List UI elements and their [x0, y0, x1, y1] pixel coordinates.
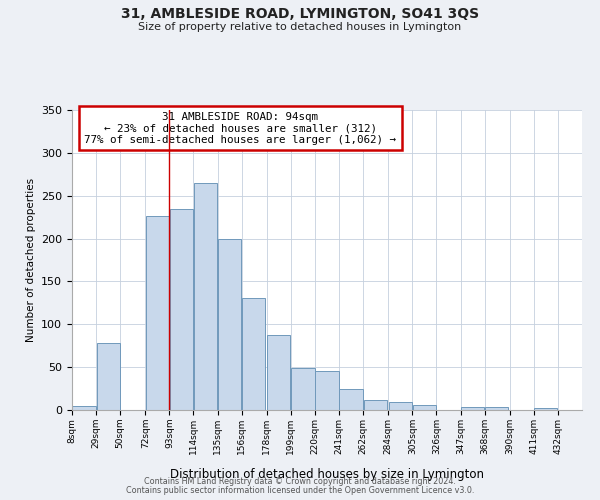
- Text: Contains public sector information licensed under the Open Government Licence v3: Contains public sector information licen…: [126, 486, 474, 495]
- Bar: [389, 402, 412, 410]
- Bar: [461, 406, 484, 410]
- Bar: [73, 406, 95, 410]
- Bar: [242, 298, 265, 410]
- Text: 31, AMBLESIDE ROAD, LYMINGTON, SO41 3QS: 31, AMBLESIDE ROAD, LYMINGTON, SO41 3QS: [121, 8, 479, 22]
- Bar: [485, 406, 508, 410]
- Bar: [316, 372, 338, 410]
- Bar: [535, 408, 557, 410]
- Bar: [340, 390, 362, 410]
- Text: Size of property relative to detached houses in Lymington: Size of property relative to detached ho…: [139, 22, 461, 32]
- Bar: [364, 400, 387, 410]
- Text: 31 AMBLESIDE ROAD: 94sqm
← 23% of detached houses are smaller (312)
77% of semi-: 31 AMBLESIDE ROAD: 94sqm ← 23% of detach…: [85, 112, 397, 144]
- Bar: [218, 238, 241, 410]
- Bar: [292, 368, 314, 410]
- Y-axis label: Number of detached properties: Number of detached properties: [26, 178, 35, 342]
- Bar: [194, 183, 217, 410]
- Text: Contains HM Land Registry data © Crown copyright and database right 2024.: Contains HM Land Registry data © Crown c…: [144, 477, 456, 486]
- Bar: [267, 334, 290, 410]
- Bar: [146, 216, 169, 410]
- Bar: [97, 343, 119, 410]
- X-axis label: Distribution of detached houses by size in Lymington: Distribution of detached houses by size …: [170, 468, 484, 481]
- Bar: [170, 208, 193, 410]
- Bar: [413, 405, 436, 410]
